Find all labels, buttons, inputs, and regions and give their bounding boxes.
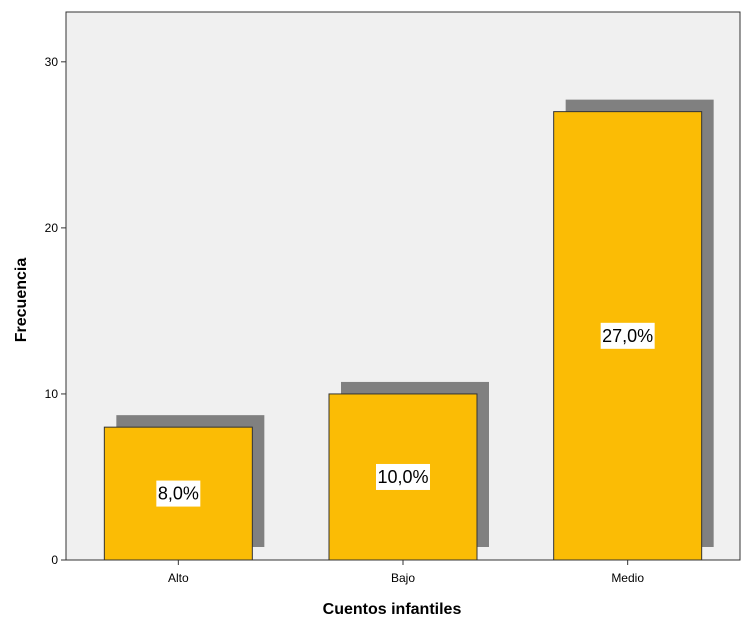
bar-data-label-bajo: 10,0% [377,467,428,487]
x-axis-ticks: Alto Bajo Medio [168,560,644,585]
y-axis-ticks: 0 10 20 30 [45,55,66,567]
x-tick-label-alto: Alto [168,571,189,585]
bar-label-box [376,463,430,490]
bar-label-box [156,480,201,507]
y-tick-label: 30 [45,55,59,69]
bar-data-labels: 8,0% 10,0% 27,0% [156,322,655,507]
y-tick-label: 10 [45,387,59,401]
y-tick-label: 20 [45,221,59,235]
x-axis-title: Cuentos infantiles [323,601,462,618]
bar-data-label-alto: 8,0% [158,484,199,504]
bars [103,111,703,561]
y-tick-label: 0 [51,553,58,567]
y-axis-title: Frecuencia [13,258,30,343]
bar-data-label-medio: 27,0% [602,326,653,346]
bar-label-box [600,322,655,349]
x-tick-label-medio: Medio [611,571,644,585]
x-tick-label-bajo: Bajo [391,571,415,585]
